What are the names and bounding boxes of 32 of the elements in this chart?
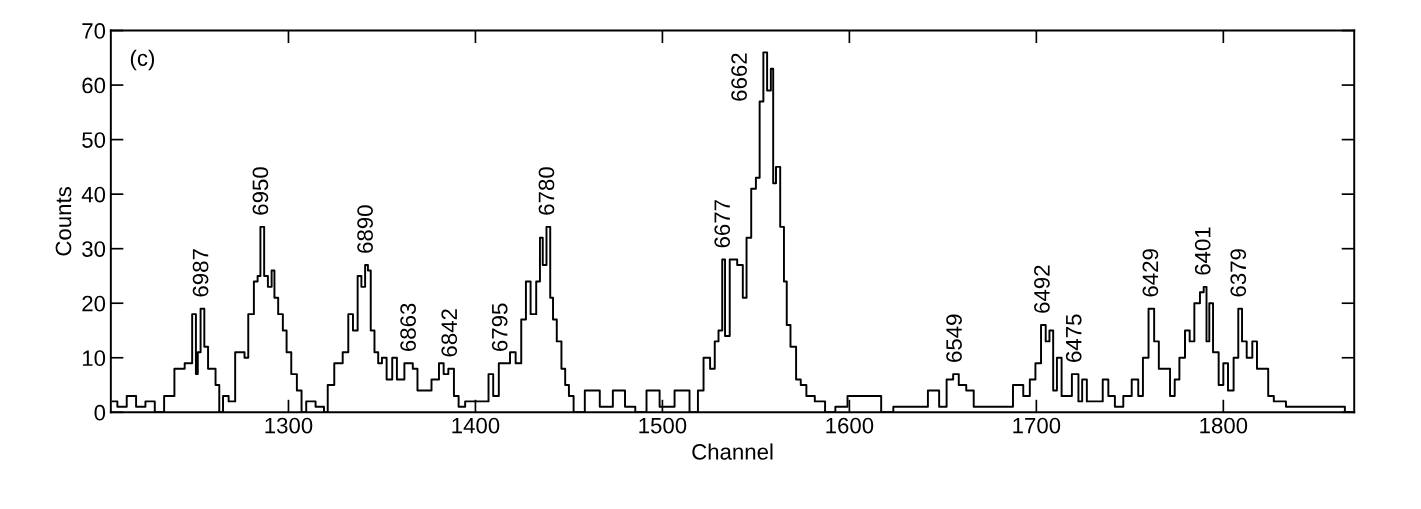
- annotation: 6842: [441, 309, 458, 357]
- annotation: (c): [130, 49, 155, 71]
- annotation: 6890: [357, 205, 373, 253]
- x-tick-label: 1800: [1200, 417, 1248, 434]
- y-tick-label: 20: [82, 295, 106, 312]
- annotation: 6863: [400, 303, 416, 351]
- y-tick-label: 70: [82, 23, 106, 39]
- annotation: 6475: [1065, 314, 1082, 362]
- y-tick-label: 0: [94, 404, 106, 421]
- y-tick-label: 60: [82, 77, 106, 94]
- annotation: 6492: [1034, 265, 1050, 313]
- x-axis-title: Channel: [692, 443, 773, 460]
- annotation: 6549: [946, 314, 962, 362]
- y-tick-label: 50: [82, 132, 106, 148]
- x-tick-label: 1300: [265, 417, 313, 434]
- annotation: 6780: [538, 167, 555, 215]
- y-tick-label: 10: [82, 350, 106, 367]
- annotation: 6987: [192, 249, 209, 297]
- annotation: 6379: [1230, 249, 1247, 297]
- annotation: 6950: [252, 167, 269, 215]
- y-tick-label: 30: [82, 241, 106, 257]
- y-axis-title: Counts: [55, 187, 72, 256]
- y-tick-label: 40: [81, 186, 106, 203]
- x-tick-label: 1700: [1013, 417, 1061, 434]
- x-tick-label: 1600: [826, 417, 874, 434]
- x-tick-label: 1400: [452, 417, 500, 434]
- x-tick-label: 1500: [639, 417, 687, 434]
- annotation: 6677: [714, 200, 731, 248]
- annotation: 6429: [1142, 249, 1159, 297]
- annotation: 6795: [491, 303, 508, 351]
- annotation: 6662: [731, 53, 747, 101]
- annotation: 6401: [1194, 227, 1211, 275]
